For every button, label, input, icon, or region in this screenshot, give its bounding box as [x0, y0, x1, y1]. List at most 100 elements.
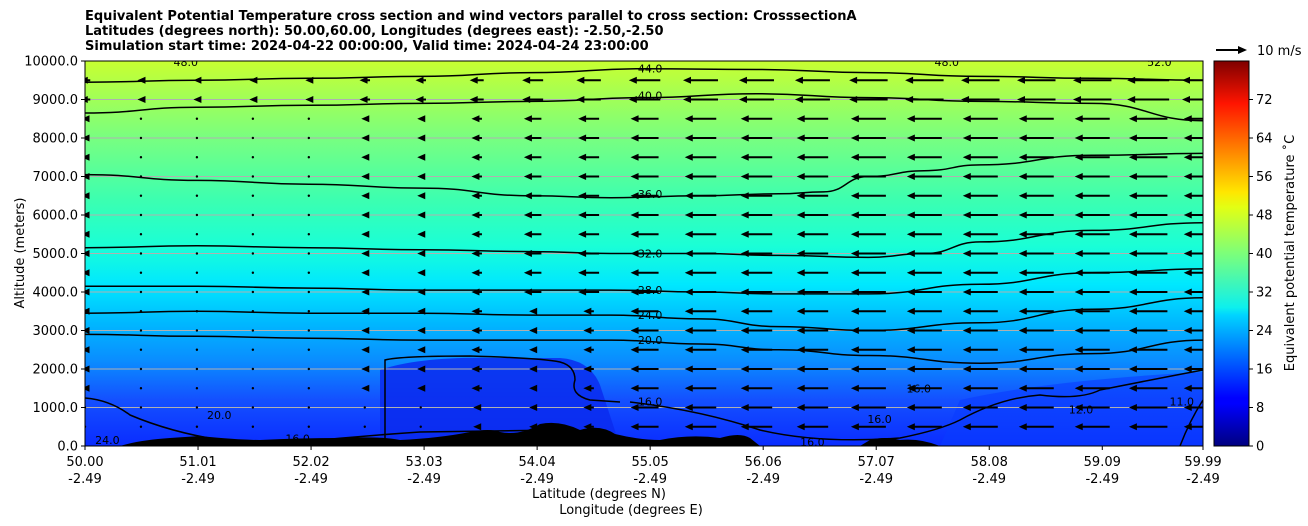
contour-line-12	[1179, 399, 1203, 446]
wind-vector-head	[1074, 173, 1083, 180]
colorbar-tick-label: 72	[1256, 93, 1273, 108]
wind-vector-head	[85, 384, 90, 392]
contour-label: 28.0	[638, 284, 663, 297]
wind-vector-head	[85, 365, 90, 373]
wind-vector-head	[850, 211, 859, 219]
wind-vector-head	[962, 346, 971, 354]
wind-vector-head	[962, 423, 971, 431]
wind-vector-head	[905, 96, 914, 103]
wind-vector-head	[796, 153, 805, 161]
wind-vector-head	[417, 288, 426, 296]
wind-vector	[251, 310, 255, 313]
wind-vector-head	[361, 153, 370, 161]
contour-label: 12.0	[1069, 403, 1094, 416]
wind-vector	[307, 136, 311, 140]
wind-vector-head	[906, 153, 915, 161]
wind-vector-head	[361, 192, 370, 200]
wind-vector	[139, 117, 143, 120]
contour-label: 16.0	[638, 396, 663, 409]
contour-label: 52.0	[1147, 56, 1172, 69]
wind-vector-head	[684, 153, 693, 161]
wind-vector-head	[359, 96, 368, 103]
wind-vector	[307, 367, 311, 371]
contour-label: 20.0	[151, 438, 176, 451]
wind-vector-head	[576, 96, 585, 103]
wind-vector	[195, 194, 199, 197]
wind-vector-head	[630, 307, 639, 315]
wind-vector-head	[628, 96, 637, 103]
wind-vector	[307, 156, 311, 159]
wind-vector-head	[361, 288, 370, 296]
wind-vector-head	[961, 76, 970, 84]
wind-vector-head	[962, 134, 971, 142]
wind-vector-head	[740, 288, 749, 296]
wind-vector-head	[85, 153, 90, 161]
wind-vector-head	[630, 153, 639, 161]
y-tick-label: 3000.0	[33, 324, 79, 339]
contour-line	[85, 333, 1203, 364]
wind-vector-head	[1074, 230, 1083, 238]
wind-vector-head	[471, 250, 480, 257]
wind-vector-head	[962, 365, 971, 373]
wind-vector-head	[962, 384, 971, 392]
wind-vector-head	[1018, 211, 1027, 219]
y-tick-label: 8000.0	[33, 132, 79, 147]
y-axis-label: Altitude (meters)	[13, 198, 28, 309]
wind-vector-head	[471, 288, 480, 296]
wind-vector-head	[583, 404, 592, 411]
wind-vector-head	[529, 365, 538, 373]
wind-vector-head	[529, 404, 538, 411]
colorbar-label: Equivalent potential temperature ˚C	[1282, 135, 1298, 371]
wind-vector-head	[962, 269, 971, 277]
wind-vector-head	[850, 192, 859, 200]
wind-vector-head	[522, 96, 531, 103]
wind-vector-head	[962, 173, 971, 180]
wind-vector-head	[85, 230, 90, 238]
wind-vector	[363, 425, 366, 428]
wind-vector-head	[137, 76, 146, 84]
contour-line	[85, 92, 1203, 122]
x-tick-label-lon: -2.49	[972, 472, 1006, 487]
wind-vector-head	[630, 365, 639, 373]
wind-vector	[251, 117, 255, 120]
wind-vector	[251, 233, 255, 236]
wind-vector	[251, 175, 255, 178]
wind-vector-head	[85, 211, 90, 219]
wind-vector-head	[906, 404, 915, 411]
wind-vector	[307, 425, 311, 428]
wind-vector-head	[578, 269, 587, 277]
wind-vector	[307, 233, 311, 236]
wind-vector	[195, 367, 199, 371]
contour-label: 20.0	[638, 334, 663, 347]
wind-vector-head	[962, 404, 971, 411]
wind-vector-head	[1128, 365, 1137, 373]
wind-vector-head	[1072, 96, 1081, 103]
colorbar-tick-label: 40	[1256, 247, 1273, 262]
wind-vector-head	[473, 423, 482, 431]
wind-vector	[195, 310, 199, 313]
wind-vector-head	[471, 153, 480, 161]
wind-vector-head	[417, 384, 426, 392]
wind-vector-head	[684, 327, 693, 334]
wind-vector-head	[1183, 346, 1192, 354]
wind-vector	[195, 233, 199, 236]
wind-vector-head	[796, 115, 805, 123]
colorbar	[1213, 60, 1250, 447]
wind-vector	[307, 194, 311, 197]
wind-vector	[139, 156, 143, 159]
wind-vector-head	[471, 346, 480, 354]
wind-vector-head	[630, 404, 639, 411]
wind-vector-head	[529, 307, 538, 315]
wind-vector-head	[1018, 173, 1027, 180]
wind-vector-head	[906, 365, 915, 373]
wind-vector-head	[415, 76, 424, 84]
wind-vector-head	[529, 384, 538, 392]
wind-vector-head	[630, 115, 639, 123]
wind-vector-head	[630, 230, 639, 238]
wind-vector	[251, 156, 255, 159]
wind-vector-head	[193, 76, 202, 84]
wind-vector-head	[1128, 153, 1137, 161]
x-tick-label-lat: 50.00	[66, 455, 103, 470]
x-tick-label-lon: -2.49	[633, 472, 667, 487]
x-tick-label-lon: -2.49	[859, 472, 893, 487]
